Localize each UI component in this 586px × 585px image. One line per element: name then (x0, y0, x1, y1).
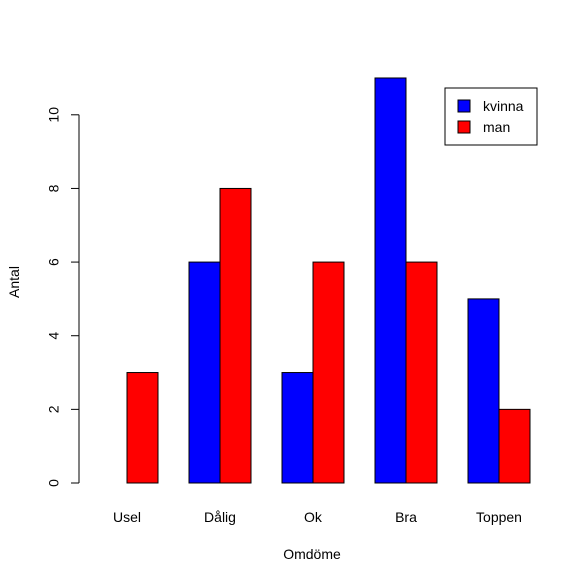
bar-man-dålig (219, 187, 252, 484)
bar-kvinna-ok (281, 372, 314, 484)
legend-swatch-kvinna (457, 99, 471, 113)
category-label-dålig: Dålig (204, 509, 236, 525)
y-tick-label-2: 2 (46, 405, 62, 413)
y-tick-label-0: 0 (46, 479, 62, 487)
legend: kvinna man (444, 87, 538, 146)
category-label-bra: Bra (395, 509, 417, 525)
bar-kvinna-bra (374, 77, 407, 484)
bar-kvinna-dålig (188, 261, 221, 484)
bar-man-ok (312, 261, 345, 484)
y-tick-label-4: 4 (46, 332, 62, 340)
x-axis-title: Omdöme (283, 546, 341, 562)
category-label-ok: Ok (304, 509, 323, 525)
category-label-usel: Usel (113, 509, 141, 525)
legend-swatch-man (457, 120, 471, 134)
legend-label-man: man (483, 119, 510, 135)
y-tick-label-6: 6 (46, 258, 62, 266)
y-axis: 0 2 4 6 8 10 (46, 107, 80, 487)
y-axis-title: Antal (6, 266, 22, 298)
bar-kvinna-toppen (467, 298, 500, 484)
category-label-toppen: Toppen (476, 509, 522, 525)
y-tick-label-8: 8 (46, 184, 62, 192)
legend-label-kvinna: kvinna (483, 98, 524, 114)
bar-man-bra (405, 261, 438, 484)
x-axis-labels: Usel Dålig Ok Bra Toppen (113, 509, 522, 525)
bars-group (126, 77, 531, 484)
legend-box (444, 87, 538, 146)
bar-man-usel (126, 372, 159, 484)
bar-man-toppen (498, 408, 531, 484)
y-tick-label-10: 10 (46, 107, 62, 123)
